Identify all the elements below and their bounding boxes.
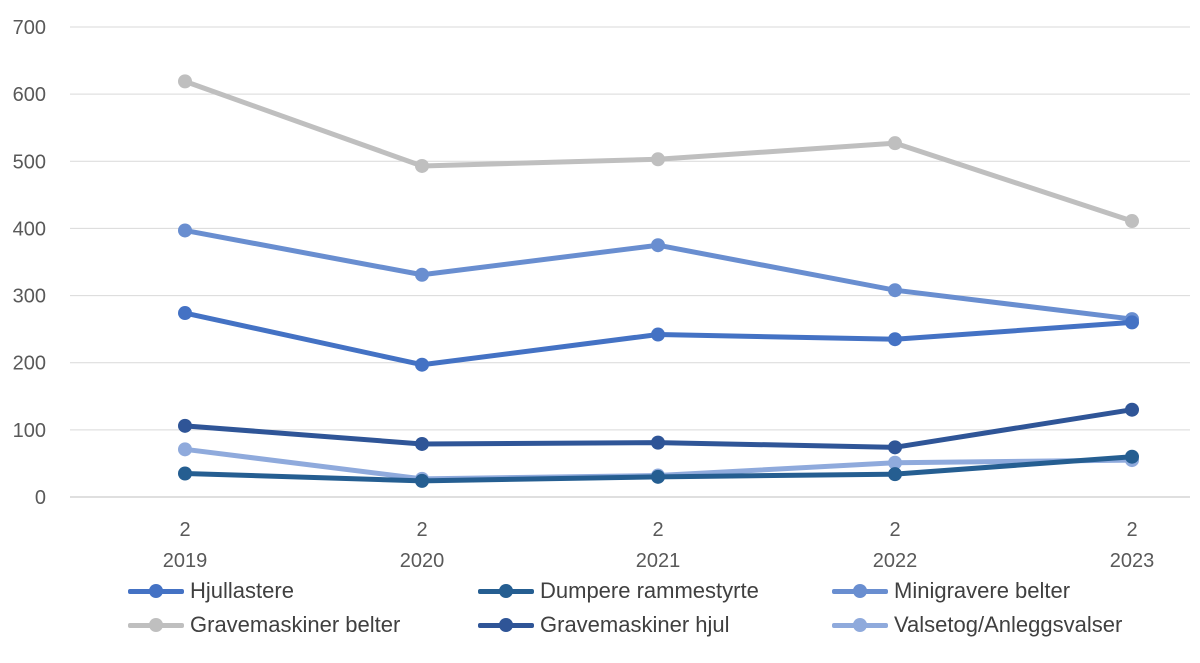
data-point[interactable] [415,357,429,372]
data-point[interactable] [178,442,192,457]
series-dumpere-rammestyrte [178,449,1139,488]
legend-item-dumpere-rammestyrte[interactable]: Dumpere rammestyrte [478,576,759,606]
x-tick-label-top: 2 [179,519,190,541]
y-tick-label: 400 [13,218,46,240]
data-point[interactable] [651,238,665,253]
data-point[interactable] [651,152,665,167]
x-axis-ticks: 2 2019 2 2020 2 2021 2 2022 2 2023 [163,519,1155,572]
legend-swatch [478,610,534,640]
x-tick-label: 2023 [1110,550,1155,572]
x-tick-label-top: 2 [889,519,900,541]
series-lines [178,74,1139,488]
x-tick-label: 2022 [873,550,918,572]
legend-label: Dumpere rammestyrte [540,578,759,603]
data-point[interactable] [888,467,902,482]
data-point[interactable] [888,283,902,298]
data-point[interactable] [178,466,192,481]
legend-label: Valsetog/Anleggsvalser [894,612,1123,637]
data-point[interactable] [888,332,902,347]
data-point[interactable] [651,327,665,342]
y-tick-label: 700 [13,17,46,39]
legend-label: Minigravere belter [894,578,1071,603]
legend-swatch [128,610,184,640]
y-tick-label: 100 [13,420,46,442]
x-tick-label-top: 2 [652,519,663,541]
legend-item-gravemaskiner-belter[interactable]: Gravemaskiner belter [128,610,400,640]
legend-label: Gravemaskiner hjul [540,612,730,637]
x-tick-label: 2019 [163,550,208,572]
x-tick-label: 2021 [636,550,681,572]
legend-item-hjullastere[interactable]: Hjullastere [128,576,294,606]
data-point[interactable] [415,473,429,488]
data-point[interactable] [1125,402,1139,417]
x-tick-label-top: 2 [416,519,427,541]
y-tick-label: 200 [13,353,46,375]
legend-swatch [832,610,888,640]
legend-item-gravemaskiner-hjul[interactable]: Gravemaskiner hjul [478,610,730,640]
series-hjullastere [178,306,1139,372]
data-point[interactable] [651,469,665,484]
data-point[interactable] [178,74,192,89]
series-gravemaskiner-belter [178,74,1139,229]
data-point[interactable] [415,267,429,282]
legend-label: Hjullastere [190,578,294,603]
legend-item-valsetog-anleggsvalser[interactable]: Valsetog/Anleggsvalser [832,610,1122,640]
legend: Hjullastere Dumpere rammestyrte Minigrav… [0,568,1200,663]
x-tick-label-top: 2 [1126,519,1137,541]
data-point[interactable] [415,158,429,173]
data-point[interactable] [888,455,902,470]
legend-swatch [128,576,184,606]
y-tick-label: 500 [13,151,46,173]
data-point[interactable] [178,223,192,238]
y-tick-label: 0 [35,487,46,509]
data-point[interactable] [1125,214,1139,229]
series-line [182,78,1135,224]
y-axis-ticks: 0 100 200 300 400 500 600 700 [13,17,46,509]
y-tick-label: 600 [13,84,46,106]
data-point[interactable] [651,435,665,450]
series-minigravere-belter [178,223,1139,327]
legend-label: Gravemaskiner belter [190,612,401,637]
series-gravemaskiner-hjul [178,402,1139,455]
legend-swatch [478,576,534,606]
data-point[interactable] [415,436,429,451]
data-point[interactable] [1125,315,1139,330]
legend-swatch [832,576,888,606]
data-point[interactable] [178,306,192,321]
data-point[interactable] [888,136,902,151]
x-tick-label: 2020 [400,550,445,572]
y-tick-label: 300 [13,286,46,308]
data-point[interactable] [888,440,902,455]
legend-item-minigravere-belter[interactable]: Minigravere belter [832,576,1070,606]
data-point[interactable] [1125,449,1139,464]
data-point[interactable] [178,418,192,433]
